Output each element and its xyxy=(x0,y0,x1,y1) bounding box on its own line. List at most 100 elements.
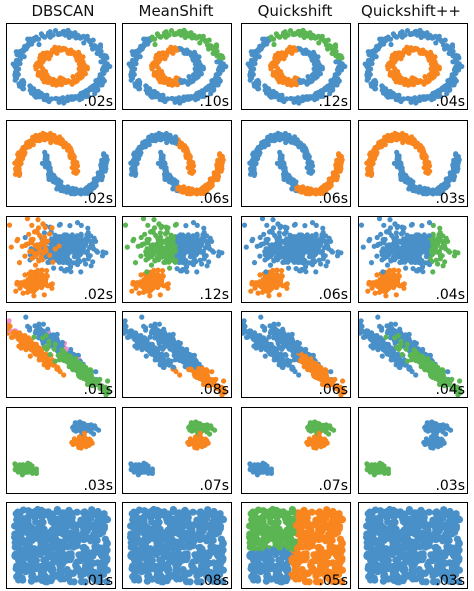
data-point xyxy=(122,222,129,228)
data-point xyxy=(423,154,429,160)
data-point xyxy=(71,49,77,55)
panel-frame xyxy=(358,23,468,110)
data-point xyxy=(32,243,38,249)
data-point xyxy=(62,46,68,52)
data-point xyxy=(428,189,434,195)
data-point xyxy=(302,223,308,229)
data-point xyxy=(277,160,283,167)
data-point xyxy=(187,49,193,55)
data-point xyxy=(297,46,303,52)
data-point xyxy=(421,165,427,171)
data-point xyxy=(334,175,340,181)
data-point xyxy=(197,40,203,46)
data-point xyxy=(43,248,49,254)
data-point xyxy=(321,187,327,193)
data-point xyxy=(16,260,23,266)
data-point xyxy=(138,272,144,278)
data-point xyxy=(160,72,166,78)
data-point xyxy=(63,245,70,251)
data-point xyxy=(52,253,58,260)
data-point xyxy=(187,188,193,194)
data-point xyxy=(315,89,322,95)
data-point xyxy=(196,33,203,39)
data-point xyxy=(453,70,459,76)
panel-varied-blobs-2: .12s xyxy=(122,216,232,303)
data-point xyxy=(194,269,200,275)
data-point xyxy=(433,40,439,46)
data-point xyxy=(305,95,311,101)
data-point xyxy=(292,138,298,145)
data-point xyxy=(160,75,166,81)
data-point xyxy=(281,56,287,62)
data-point xyxy=(449,42,456,48)
runtime-label: .04s xyxy=(435,94,465,110)
data-point xyxy=(370,160,376,167)
data-point xyxy=(432,94,438,100)
data-point xyxy=(25,41,31,47)
data-point xyxy=(162,56,168,62)
data-point xyxy=(295,95,301,101)
data-point xyxy=(93,43,99,49)
data-point xyxy=(144,269,150,275)
data-point xyxy=(139,143,145,149)
data-point xyxy=(66,34,72,40)
data-point xyxy=(164,136,171,142)
data-point xyxy=(100,157,107,164)
data-point xyxy=(168,253,174,260)
data-point xyxy=(445,43,451,49)
data-point xyxy=(52,78,58,84)
data-point xyxy=(39,56,45,62)
data-point xyxy=(371,148,377,154)
data-point xyxy=(60,259,66,265)
data-point xyxy=(72,30,78,36)
data-point xyxy=(39,238,46,244)
data-point xyxy=(92,91,98,97)
data-point xyxy=(176,259,182,265)
data-point xyxy=(183,223,189,229)
data-point xyxy=(151,250,157,256)
data-point xyxy=(42,160,48,167)
data-point xyxy=(133,282,139,288)
data-point xyxy=(412,29,418,35)
data-point xyxy=(130,238,136,244)
data-point xyxy=(155,56,161,62)
data-point xyxy=(333,59,339,65)
data-point xyxy=(198,186,204,192)
data-point xyxy=(312,55,318,61)
data-point xyxy=(136,47,142,53)
data-point xyxy=(68,234,74,240)
data-point xyxy=(307,169,313,175)
data-point xyxy=(260,41,266,47)
data-point xyxy=(51,265,57,271)
data-point xyxy=(22,234,28,241)
data-point xyxy=(173,138,179,145)
data-point xyxy=(171,177,177,183)
data-point xyxy=(81,241,87,247)
data-point xyxy=(87,87,93,93)
data-point xyxy=(130,160,136,166)
data-point xyxy=(14,160,20,166)
data-point xyxy=(201,225,207,231)
data-point xyxy=(143,36,149,42)
data-point xyxy=(415,79,421,85)
data-point xyxy=(48,32,54,38)
data-point xyxy=(182,50,188,56)
data-point xyxy=(208,82,214,88)
data-point xyxy=(141,286,148,292)
data-point xyxy=(200,33,206,39)
data-point xyxy=(91,235,97,241)
data-point xyxy=(147,250,153,256)
data-point xyxy=(385,63,391,69)
data-point xyxy=(168,236,174,242)
data-point xyxy=(49,96,55,102)
data-point xyxy=(252,56,258,62)
data-point xyxy=(209,43,215,49)
data-point xyxy=(182,260,188,266)
data-point xyxy=(323,182,329,188)
data-point xyxy=(153,232,159,239)
data-point xyxy=(19,243,25,249)
data-point xyxy=(422,95,428,101)
data-point xyxy=(194,222,200,228)
data-point xyxy=(423,49,429,55)
data-point xyxy=(178,46,184,52)
